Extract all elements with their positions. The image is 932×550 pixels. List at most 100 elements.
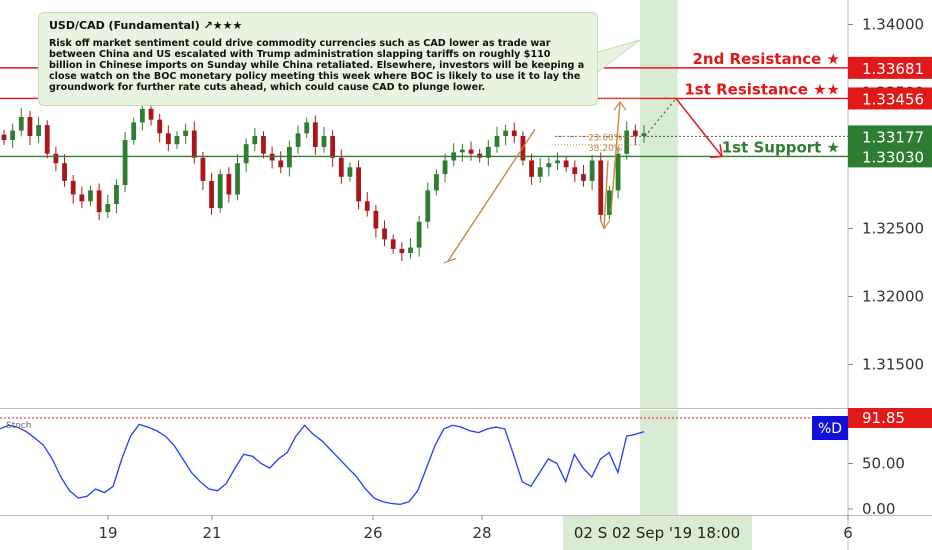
candle-body [356,167,361,202]
candle-body [555,160,560,164]
stoch-d-badge [812,416,848,440]
wave-arrow-up2-head [613,100,627,111]
candle-body [624,130,630,154]
candle-body [503,130,509,136]
y-tick-label: 1.31500 [862,355,924,373]
candle-body [278,160,284,168]
candle-body [598,160,604,215]
candle-body [304,122,310,134]
candle-body [217,174,223,209]
candle-body [44,125,50,154]
highlight-band [640,0,678,408]
candle-body [589,160,595,181]
candle-body [191,130,197,158]
candle-body [226,174,232,195]
candle-body [459,149,465,153]
candle-body [70,180,76,195]
candle-body [321,136,327,147]
osc-tick-label: 0.00 [862,500,895,518]
projection-down-arrow [675,97,723,157]
candle-body [183,130,189,136]
osc-tick-label: 50.00 [862,455,905,473]
candle-body [139,108,145,123]
candle-body [425,190,431,222]
wave-arrow-down [603,160,609,229]
projection-down-arrow-head [709,144,723,159]
candle-body [338,157,344,177]
candle-body [209,180,214,209]
candle-body [10,130,16,141]
candle-body [347,167,353,177]
stoch-d-label: %D [818,421,842,437]
x-tick-label: 26 [363,524,382,542]
candle-body [442,160,448,175]
first-support-label: 1st Support ★ [722,138,840,156]
candle-body [416,221,422,248]
second-resistance-label: 2nd Resistance ★ [692,50,840,68]
analysis-note: USD/CAD (Fundamental) ↗★★★ Risk off mark… [38,12,598,106]
candle-body [1,134,7,141]
fib-label-38: 38.20% [588,144,623,154]
first-support-value-label: 1.33030 [862,148,924,166]
wave-arrow-up [447,128,536,262]
candle-body [494,136,500,147]
candle-body [529,160,534,177]
candle-body [364,201,370,211]
candle-body [408,247,413,253]
x-highlight-label: 02 S 02 Sep '19 18:00 [574,524,740,542]
candle-body [105,204,111,213]
candle-body [235,163,240,195]
current-price-label: 1.33177 [862,128,924,146]
note-pointer [597,39,641,73]
candle-body [485,146,491,158]
candle-body [200,157,206,181]
candle-body [79,194,85,202]
candle-body [632,130,638,136]
second-resistance-value-label: 1.33681 [862,60,924,78]
candle-body [434,174,439,191]
candle-body [537,167,543,177]
x-highlight-badge [563,516,752,550]
candle-body [18,116,24,131]
candle-body [114,184,119,204]
candle-body [165,133,171,145]
second-resistance-value-badge [848,56,932,79]
y-tick-label: 1.34000 [862,15,924,33]
candle-body [581,174,586,181]
candle-body [563,160,569,168]
stoch-line [0,423,645,506]
candle-body [62,163,67,181]
x-tick-label: 28 [472,524,491,542]
candle-body [148,108,154,120]
candle-body [96,190,102,213]
y-tick-label: 1.32500 [862,219,924,237]
candle-body [157,119,163,134]
candle-body [572,167,578,175]
first-resistance-label: 1st Resistance ★★ [684,80,840,98]
candle-body [511,130,517,136]
first-resistance-value-label: 1.33456 [862,90,924,108]
candle-body [27,116,33,136]
note-title: USD/CAD (Fundamental) ↗★★★ [49,19,243,32]
candle-body [468,149,474,154]
candle-body [243,144,249,164]
candle-body [399,248,405,253]
candle-body [53,153,59,164]
fib-label-23: 23.60% [588,133,623,143]
x-tick-label: 6 [843,524,853,542]
first-resistance-value-badge [848,87,932,110]
wave-arrow-down-head [599,218,611,230]
current-price-badge [848,125,932,148]
candle-body [88,190,93,202]
candle-body [641,133,647,136]
candle-body [36,125,41,136]
candle-body [390,239,396,249]
first-support-value-badge [848,145,932,168]
candle-body [295,133,301,147]
x-tick-label: 21 [202,524,221,542]
candle-body [131,122,137,141]
y-tick-label: 1.32000 [862,287,924,305]
candle-body [330,136,336,158]
